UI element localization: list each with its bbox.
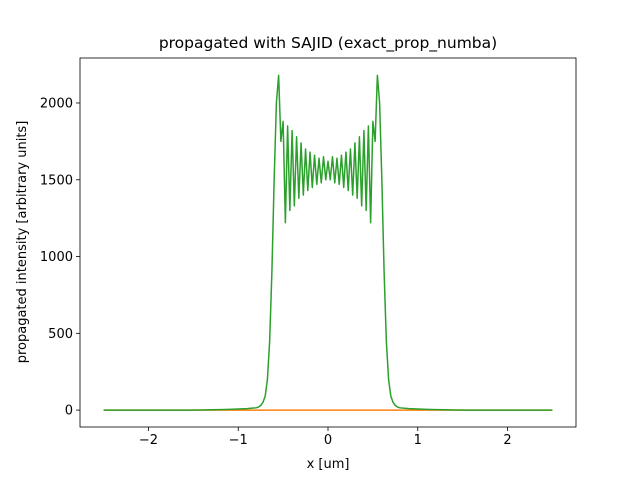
chart-title: propagated with SAJID (exact_prop_numba) (159, 34, 497, 53)
x-tick-label: 1 (414, 433, 422, 448)
x-tick-label: −1 (229, 433, 248, 448)
y-tick-label: 1000 (40, 250, 73, 265)
y-tick-label: 500 (48, 327, 73, 342)
x-tick-label: 2 (503, 433, 511, 448)
plot-area (103, 74, 553, 411)
y-tick-label: 2000 (40, 96, 73, 111)
y-tick-label: 0 (65, 404, 73, 419)
y-axis-label: propagated intensity [arbitrary units] (15, 121, 30, 364)
x-tick-label: −2 (139, 433, 158, 448)
x-axis-label: x [um] (307, 457, 350, 472)
y-tick-label: 1500 (40, 173, 73, 188)
x-tick-label: 0 (324, 433, 332, 448)
series-line (103, 74, 553, 411)
